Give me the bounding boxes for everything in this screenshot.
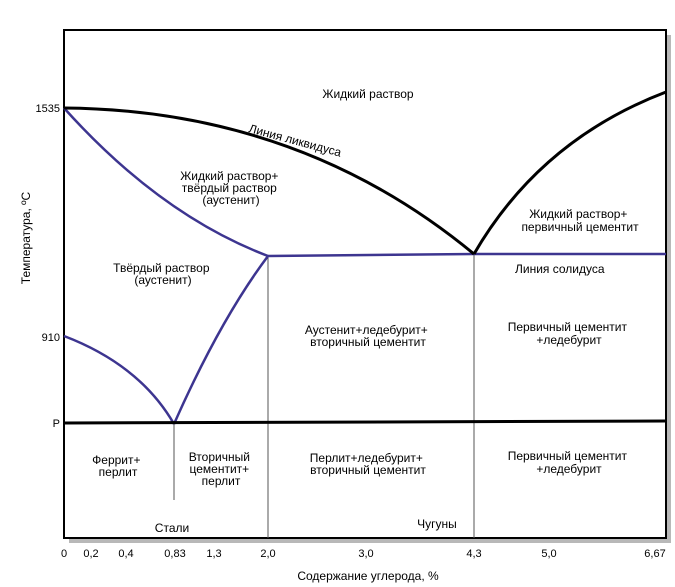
line-1535-to-2-0 — [63, 107, 269, 258]
x-tick-3-0: 3,0 — [358, 548, 373, 560]
region-liquid-cementite: Жидкий раствор+ первичный цементит — [521, 207, 639, 234]
group-steels: Стали — [155, 521, 189, 535]
region-austenite: Твёрдый раствор (аустенит) — [113, 261, 213, 287]
region-ferrite-pearlite: Феррит+ перлит — [92, 453, 144, 479]
x-tick-2-0: 2,0 — [260, 548, 275, 560]
solidus-label: Линия солидуса — [515, 262, 605, 276]
eutectoid-line — [63, 419, 667, 425]
region-primary-cementite-upper: Первичный цементит +ледебурит — [508, 320, 631, 347]
y-tick-p: P — [53, 418, 60, 430]
y-axis-label: Температура, ºС — [19, 191, 33, 284]
x-axis-label: Содержание углерода, % — [297, 569, 439, 583]
x-tick-5-0: 5,0 — [541, 548, 556, 560]
region-austenite-ledeburite: Аустенит+ледебурит+ вторичный цементит — [305, 323, 431, 349]
x-tick-0-2: 0,2 — [83, 548, 98, 560]
region-secondary-cementite-pearlite: Вторичный цементит+ перлит — [189, 450, 254, 488]
y-tick-910: 910 — [42, 332, 60, 344]
group-cast-irons: Чугуны — [417, 517, 457, 531]
y-tick-1535: 1535 — [36, 103, 60, 115]
region-liquid-austenite: Жидкий раствор+ твёрдый раствор (аустени… — [180, 169, 282, 207]
x-tick-0: 0 — [61, 548, 67, 560]
x-tick-0-4: 0,4 — [118, 548, 133, 560]
line-0-83-to-2-0 — [172, 255, 270, 425]
x-tick-1-3: 1,3 — [206, 548, 221, 560]
region-liquid: Жидкий раствор — [322, 87, 414, 101]
x-tick-6-67: 6,67 — [644, 548, 665, 560]
liquidus-right-line — [472, 90, 667, 255]
region-pearlite-ledeburite: Перлит+ледебурит+ вторичный цементит — [310, 451, 427, 477]
liquidus-line — [63, 106, 475, 256]
x-tick-0-83: 0,83 — [164, 548, 185, 560]
line-910-to-0-83 — [63, 334, 176, 425]
x-tick-4-3: 4,3 — [466, 548, 481, 560]
region-primary-cementite-lower: Первичный цементит +ледебурит — [508, 449, 631, 476]
